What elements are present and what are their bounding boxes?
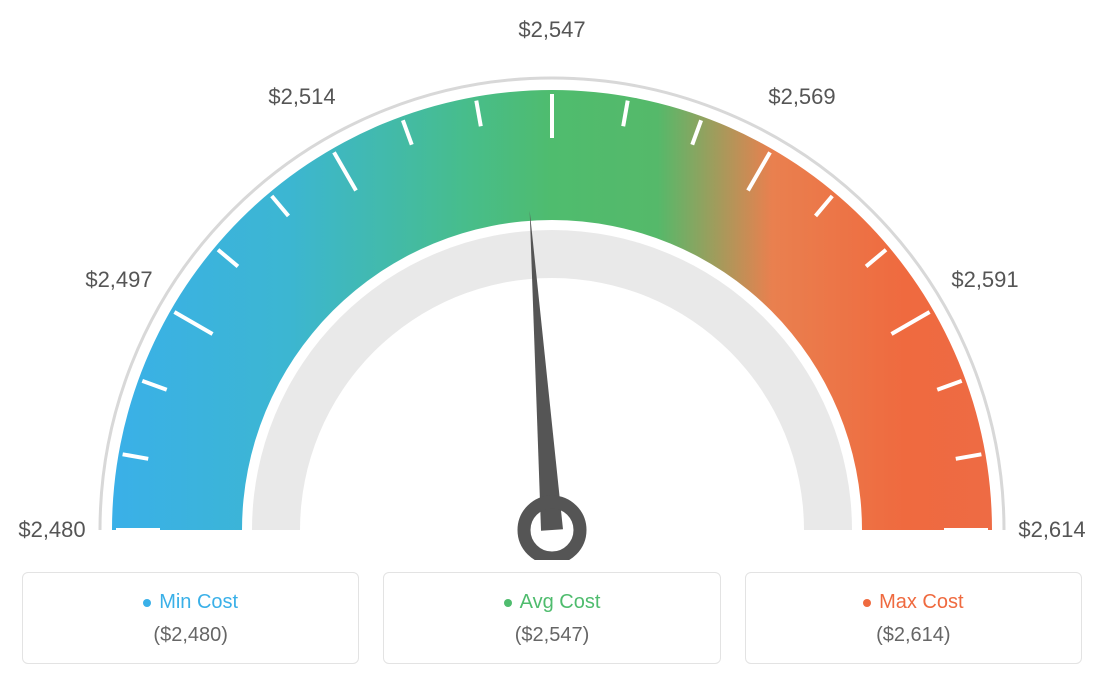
min-dot-icon (143, 599, 151, 607)
avg-cost-label: Avg Cost (520, 591, 601, 614)
gauge-tick-label: $2,569 (768, 84, 835, 110)
gauge-tick-label: $2,614 (1018, 517, 1085, 543)
gauge-tick-label: $2,514 (268, 84, 335, 110)
avg-cost-value: ($2,547) (394, 624, 709, 647)
avg-dot-icon (504, 599, 512, 607)
min-cost-label: Min Cost (159, 591, 238, 614)
avg-cost-title: Avg Cost (504, 591, 601, 614)
gauge-tick-label: $2,480 (18, 517, 85, 543)
min-cost-title: Min Cost (143, 591, 238, 614)
gauge-svg (22, 20, 1082, 560)
summary-cards: Min Cost ($2,480) Avg Cost ($2,547) Max … (22, 572, 1082, 664)
avg-cost-card: Avg Cost ($2,547) (383, 572, 720, 664)
max-cost-card: Max Cost ($2,614) (745, 572, 1082, 664)
max-cost-value: ($2,614) (756, 624, 1071, 647)
max-dot-icon (863, 599, 871, 607)
max-cost-title: Max Cost (863, 591, 963, 614)
gauge-tick-label: $2,497 (85, 267, 152, 293)
gauge-chart: $2,480$2,497$2,514$2,547$2,569$2,591$2,6… (22, 20, 1082, 560)
gauge-tick-label: $2,547 (518, 17, 585, 43)
min-cost-value: ($2,480) (33, 624, 348, 647)
gauge-tick-label: $2,591 (951, 267, 1018, 293)
max-cost-label: Max Cost (879, 591, 963, 614)
min-cost-card: Min Cost ($2,480) (22, 572, 359, 664)
